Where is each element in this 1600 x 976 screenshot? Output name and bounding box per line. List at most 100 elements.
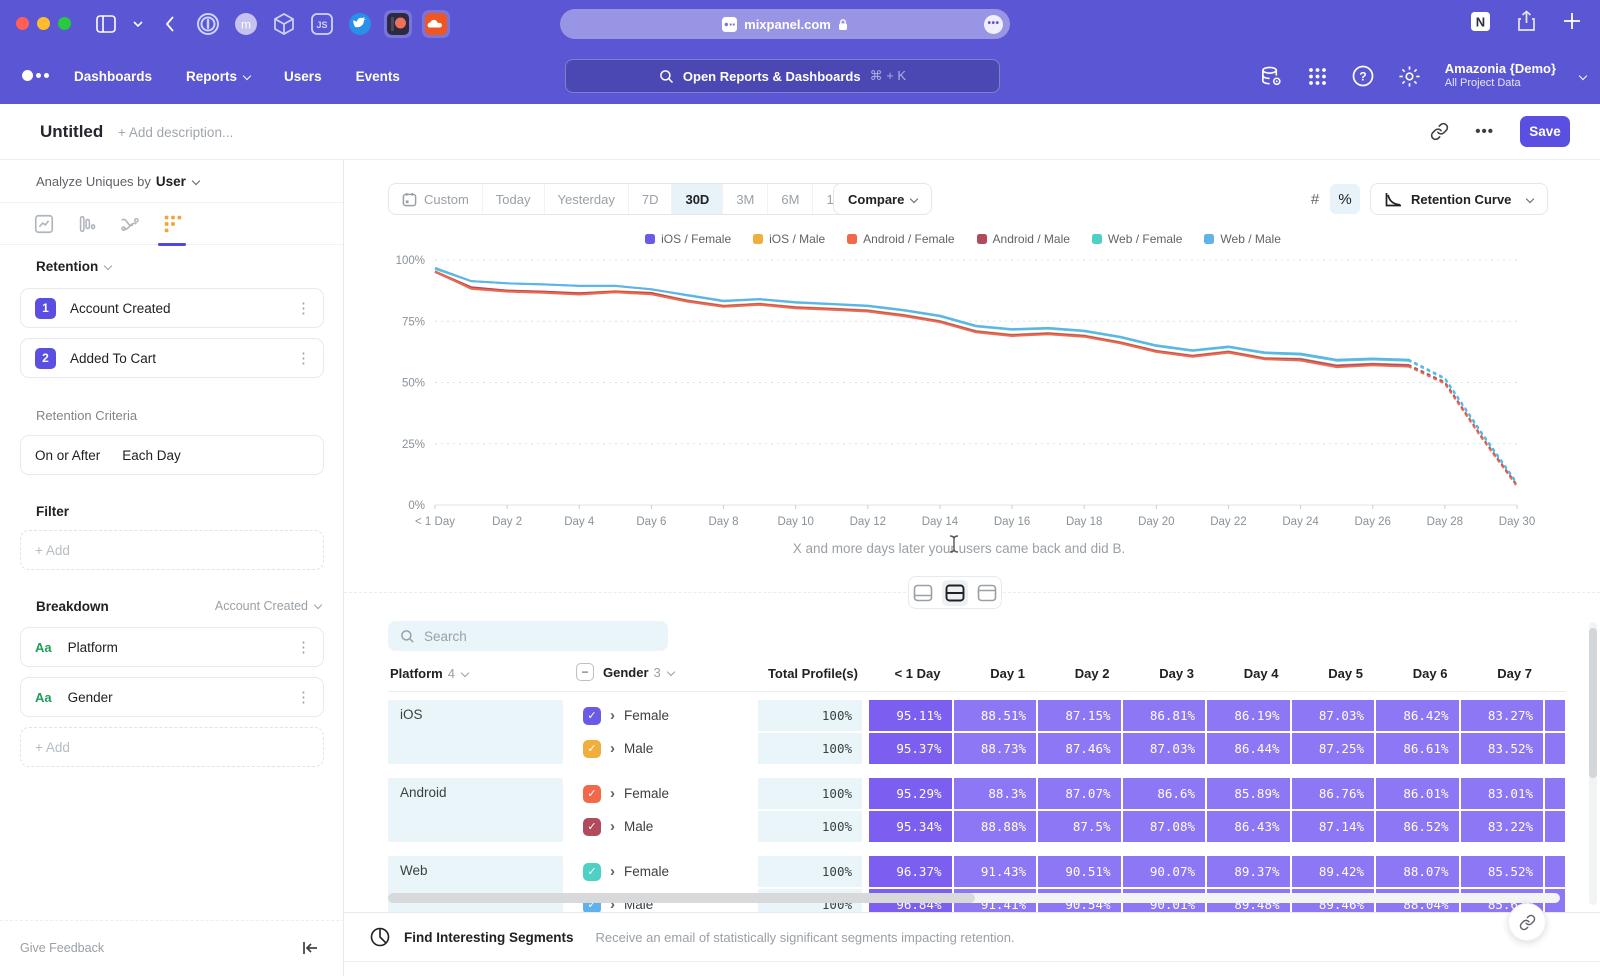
retention-value-cell[interactable]: 87.25% [1292,733,1375,764]
retention-value-cell[interactable]: 85.89% [1207,778,1290,809]
retention-value-cell[interactable]: 96.37% [869,856,952,887]
range-3m-button[interactable]: 3M [723,184,768,214]
chevron-down-icon[interactable] [130,10,146,38]
retention-value-cell[interactable]: 88.88% [954,811,1037,842]
retention-value-cell[interactable]: 89.42% [1292,856,1375,887]
retention-value-cell[interactable]: 88.73% [954,733,1037,764]
add-filter-button[interactable]: + Add [20,530,324,570]
expand-chevron-icon[interactable]: › [610,740,615,757]
scrollbar-thumb[interactable] [1589,628,1597,778]
breakdown-platform[interactable]: Aa Platform ⋮ [20,627,324,667]
retention-value-cell[interactable]: 87.46% [1038,733,1121,764]
column-header-day[interactable]: Day 1 [953,666,1026,681]
url-bar[interactable]: mixpanel.com ••• [560,9,1010,39]
retention-value-cell[interactable]: 89.37% [1207,856,1290,887]
gender-cell[interactable]: ✓›Female [563,856,758,887]
nav-users[interactable]: Users [284,69,322,84]
retention-value-cell[interactable]: 86.19% [1207,700,1290,731]
column-header-day[interactable]: Day 5 [1291,666,1364,681]
nav-reports[interactable]: Reports [186,69,250,84]
give-feedback-link[interactable]: Give Feedback [20,941,104,955]
extension-bird-icon[interactable] [346,10,374,38]
copy-link-icon[interactable] [1430,122,1449,141]
chart-type-dropdown[interactable]: Retention Curve [1370,183,1548,215]
retention-value-cell[interactable]: 87.07% [1038,778,1121,809]
checkbox-checked[interactable]: ✓ [583,707,601,725]
column-header-day[interactable]: Day 3 [1122,666,1195,681]
extension-1password-icon[interactable] [194,10,222,38]
minimize-window-icon[interactable] [37,17,50,30]
retention-value-cell[interactable]: 83.22% [1461,811,1544,842]
notion-icon[interactable]: N [1470,11,1491,32]
extension-soundcloud-icon[interactable] [422,10,450,38]
legend-item[interactable]: iOS / Female [645,232,731,246]
column-header-day[interactable]: Day 2 [1037,666,1110,681]
legend-item[interactable]: Web / Male [1204,232,1280,246]
legend-item[interactable]: iOS / Male [753,232,825,246]
retention-value-cell[interactable]: 86.01% [1376,778,1459,809]
maximize-window-icon[interactable] [58,17,71,30]
kebab-menu-icon[interactable]: ⋮ [296,349,311,367]
retention-value-cell[interactable]: 88.3% [954,778,1037,809]
gender-cell[interactable]: ✓›Female [563,778,758,809]
scrollbar-thumb[interactable] [388,893,975,903]
range-custom-button[interactable]: Custom [389,184,483,214]
retention-value-cell[interactable]: 86.61% [1376,733,1459,764]
retention-value-cell[interactable]: 85.52% [1461,856,1544,887]
save-button[interactable]: Save [1520,116,1570,147]
new-tab-icon[interactable] [1562,11,1582,31]
retention-criteria-selector[interactable]: On or After Each Day [20,435,324,475]
retention-value-cell[interactable]: 95.29% [869,778,952,809]
settings-gear-icon[interactable] [1398,65,1421,88]
add-breakdown-button[interactable]: + Add [20,727,324,767]
expand-chevron-icon[interactable]: › [610,818,615,835]
project-switcher[interactable]: Amazonia {Demo} All Project Data [1445,61,1556,91]
retention-value-cell[interactable]: 90.51% [1038,856,1121,887]
tab-retention-icon[interactable] [161,212,185,236]
retention-value-cell[interactable]: 83.27% [1461,700,1544,731]
gender-cell[interactable]: ✓›Male [563,811,758,842]
retention-value-cell[interactable]: 90.07% [1123,856,1206,887]
retention-value-cell[interactable]: 86.6% [1123,778,1206,809]
retention-value-cell[interactable]: 88.51% [954,700,1037,731]
retention-value-cell[interactable]: 86.81% [1123,700,1206,731]
breakdown-gender[interactable]: Aa Gender ⋮ [20,677,324,717]
column-header-gender[interactable]: − Gender3 [576,663,674,681]
checkbox-checked[interactable]: ✓ [583,863,601,881]
column-header-day[interactable]: Day 4 [1206,666,1279,681]
nav-events[interactable]: Events [356,69,400,84]
legend-item[interactable]: Web / Female [1092,232,1182,246]
retention-value-cell[interactable]: 91.43% [954,856,1037,887]
extension-m-avatar-icon[interactable]: m [232,10,260,38]
retention-value-cell[interactable]: 87.03% [1123,733,1206,764]
retention-value-cell[interactable]: 86.43% [1207,811,1290,842]
tab-insights-icon[interactable] [32,212,56,236]
expand-chevron-icon[interactable]: › [610,863,615,880]
retention-section-header[interactable]: Retention [36,259,111,274]
retention-value-cell[interactable]: 88.07% [1376,856,1459,887]
retention-value-cell[interactable]: 86.42% [1376,700,1459,731]
report-description-placeholder[interactable]: + Add description... [118,125,233,140]
extension-js-icon[interactable]: JS [308,10,336,38]
mixpanel-logo-icon[interactable] [22,70,49,81]
kebab-menu-icon[interactable]: ⋮ [296,638,311,656]
legend-item[interactable]: Android / Male [977,232,1070,246]
nav-dashboards[interactable]: Dashboards [74,69,152,84]
retention-chart[interactable]: 100%75%50%25%0%< 1 DayDay 2Day 4Day 6Day… [385,250,1535,530]
segments-title[interactable]: Find Interesting Segments [404,930,574,945]
column-header-day[interactable]: Day 7 [1460,666,1533,681]
retention-value-cell[interactable]: 83.52% [1461,733,1544,764]
checkbox-checked[interactable]: ✓ [583,740,601,758]
toggle-percent-button[interactable]: % [1330,184,1360,214]
retention-value-cell[interactable]: 86.52% [1376,811,1459,842]
retention-value-cell[interactable]: 86.76% [1292,778,1375,809]
help-icon[interactable]: ? [1352,65,1374,87]
global-search-input[interactable]: Open Reports & Dashboards ⌘ + K [565,59,1000,93]
retention-value-cell[interactable]: 87.08% [1123,811,1206,842]
retention-value-cell[interactable]: 87.14% [1292,811,1375,842]
range-6m-button[interactable]: 6M [768,184,813,214]
range-30d-button[interactable]: 30D [672,184,723,214]
more-options-icon[interactable]: ••• [1475,123,1494,140]
apps-grid-icon[interactable] [1307,66,1328,87]
checkbox-checked[interactable]: ✓ [583,785,601,803]
